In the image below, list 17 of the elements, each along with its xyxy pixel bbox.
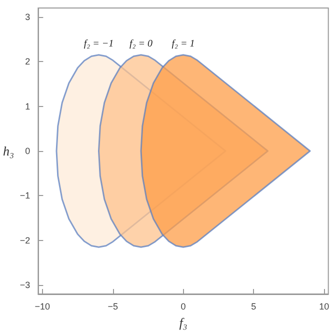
y-tick-label: −1 — [20, 190, 30, 201]
x-tick-label: −5 — [108, 302, 118, 312]
y-tick-label: −2 — [20, 235, 30, 246]
y-tick-label: 0 — [25, 146, 30, 156]
x-tick-label: 5 — [251, 302, 256, 312]
y-tick-label: 3 — [25, 12, 30, 22]
x-tick-label: −10 — [34, 302, 50, 312]
y-tick-label: 1 — [25, 101, 30, 112]
y-axis-title: h₃ — [2, 144, 14, 158]
series-label: f₂ = 0 — [129, 38, 153, 50]
y-tick-label: −3 — [20, 280, 30, 290]
y-tick-label: 2 — [25, 56, 30, 67]
x-axis-title: f₃ — [179, 315, 188, 330]
x-tick-label: 10 — [319, 302, 330, 312]
x-tick-label: 0 — [180, 302, 186, 312]
series-label: f₂ = 1 — [172, 38, 195, 50]
series-label: f₂ = −1 — [84, 38, 114, 50]
